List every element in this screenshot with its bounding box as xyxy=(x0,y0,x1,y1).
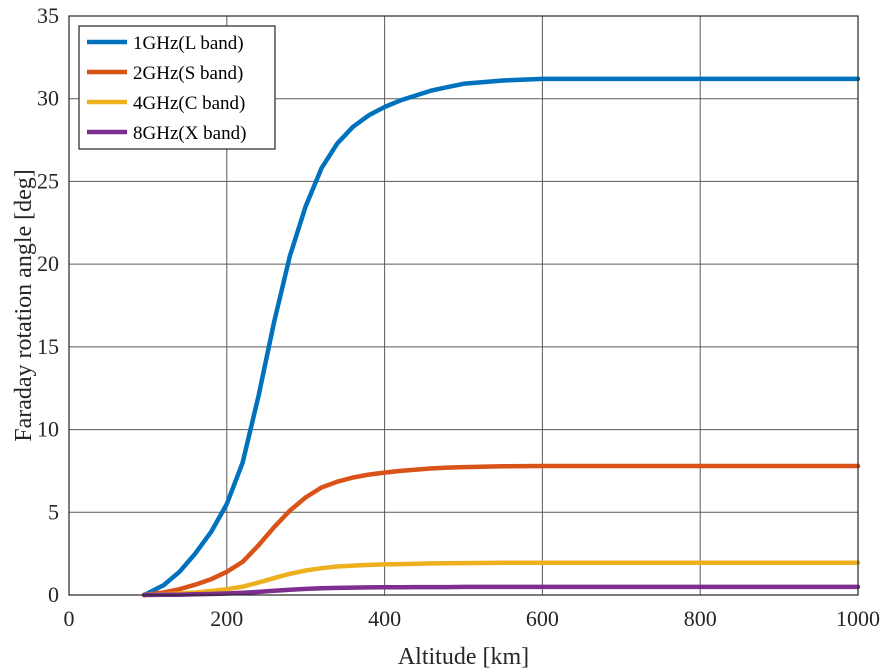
y-tick-label: 25 xyxy=(37,168,59,193)
axes-box xyxy=(68,15,859,596)
y-tick-label: 30 xyxy=(37,86,59,111)
x-axis-label: Altitude [km] xyxy=(398,644,529,670)
legend-box xyxy=(78,25,276,150)
axis-ticks: 0 200 400 600 800 1000 0 5 10 15 20 25 30 35 xyxy=(37,3,880,631)
y-tick-label: 35 xyxy=(37,3,59,28)
legend-label: 2GHz(S band) xyxy=(133,63,243,84)
legend-label: 4GHz(C band) xyxy=(133,93,245,114)
x-tick-label: 400 xyxy=(368,606,401,631)
y-tick-label: 5 xyxy=(48,499,59,524)
y-tick-label: 0 xyxy=(48,582,59,607)
x-tick-label: 200 xyxy=(210,606,243,631)
series-line xyxy=(141,463,861,598)
legend-label: 8GHz(X band) xyxy=(133,123,246,144)
x-tick-label: 0 xyxy=(64,606,75,631)
series-line xyxy=(141,76,861,598)
series-line xyxy=(141,560,861,598)
x-tick-label: 800 xyxy=(684,606,717,631)
y-axis-label: Faraday rotation angle [deg] xyxy=(11,169,37,442)
series-lines xyxy=(141,76,861,598)
y-tick-label: 10 xyxy=(37,417,59,442)
y-tick-label: 20 xyxy=(37,251,59,276)
legend-label: 1GHz(L band) xyxy=(133,33,244,54)
x-tick-label: 600 xyxy=(526,606,559,631)
y-tick-label: 15 xyxy=(37,334,59,359)
legend: 1GHz(L band) 2GHz(S band) 4GHz(C band) 8GHz… xyxy=(78,25,276,150)
series-line xyxy=(141,584,861,598)
x-tick-label: 1000 xyxy=(836,606,880,631)
